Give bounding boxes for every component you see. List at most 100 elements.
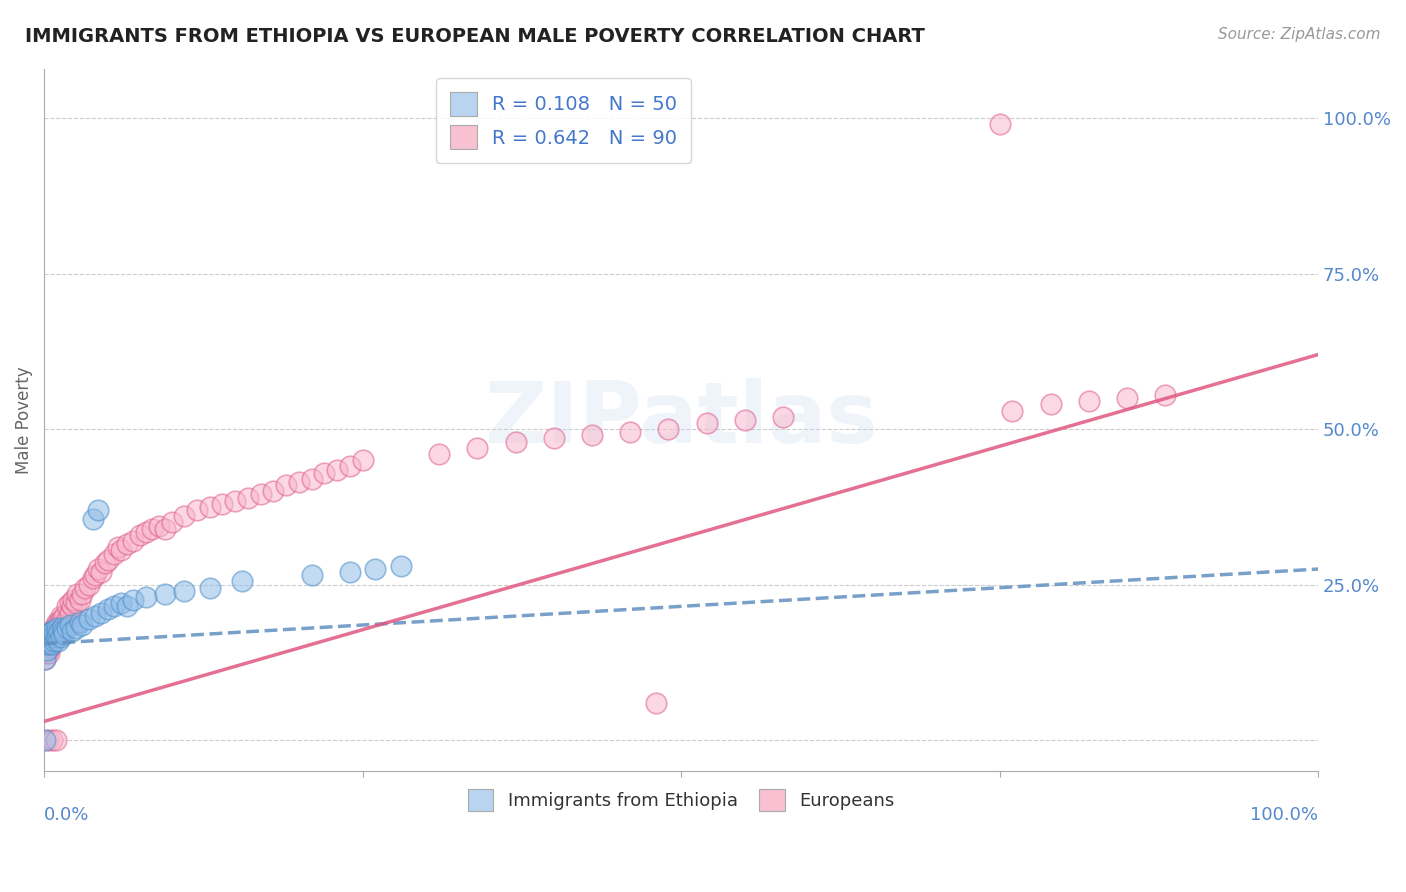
Point [65,596,87,610]
Point [44,627,66,641]
Point [58,606,80,620]
Point [35,646,58,660]
Point [37,633,59,648]
Point [37,627,59,641]
Point [465,441,488,455]
Point [44,621,66,635]
Point [644,696,666,710]
Point [38,646,60,660]
Point [39,640,62,654]
Point [35,633,58,648]
Point [35,643,58,657]
Point [115,599,138,614]
Point [77,612,100,626]
Text: 0.0%: 0.0% [44,806,90,824]
Point [1039,397,1062,411]
Point [128,528,150,542]
Point [45,615,67,629]
Point [41,733,63,747]
Point [186,503,208,517]
Y-axis label: Male Poverty: Male Poverty [15,366,32,474]
Point [58,596,80,610]
Point [46,633,69,648]
Point [301,568,323,582]
Point [39,633,62,648]
Point [734,413,756,427]
Point [97,553,120,567]
Point [122,593,145,607]
Point [37,637,59,651]
Point [224,493,246,508]
Point [153,522,176,536]
Point [34,652,56,666]
Point [60,599,83,614]
Point [427,447,450,461]
Point [41,631,63,645]
Point [37,643,59,657]
Point [45,627,67,641]
Point [249,487,271,501]
Point [41,624,63,639]
Point [53,627,76,641]
Point [1154,388,1177,402]
Point [1001,403,1024,417]
Point [42,624,65,639]
Point [49,608,72,623]
Point [45,631,67,645]
Point [69,615,91,629]
Point [696,416,718,430]
Point [72,618,94,632]
Point [45,624,67,639]
Point [72,587,94,601]
Point [90,606,112,620]
Point [58,618,80,632]
Point [56,599,79,614]
Point [44,631,66,645]
Point [339,565,361,579]
Point [42,631,65,645]
Point [86,503,108,517]
Point [657,422,679,436]
Point [231,574,253,589]
Point [94,556,117,570]
Point [39,627,62,641]
Point [103,599,125,614]
Point [46,621,69,635]
Point [97,602,120,616]
Point [339,459,361,474]
Point [49,618,72,632]
Point [60,624,83,639]
Text: IMMIGRANTS FROM ETHIOPIA VS EUROPEAN MALE POVERTY CORRELATION CHART: IMMIGRANTS FROM ETHIOPIA VS EUROPEAN MAL… [25,27,925,45]
Point [45,618,67,632]
Point [42,624,65,639]
Point [86,562,108,576]
Point [56,612,79,626]
Point [52,624,75,639]
Point [45,621,67,635]
Point [505,434,527,449]
Point [35,637,58,651]
Point [41,637,63,651]
Point [82,512,104,526]
Point [581,428,603,442]
Point [45,627,67,641]
Point [141,522,163,536]
Point [45,733,67,747]
Point [198,500,221,514]
Point [1116,391,1139,405]
Text: ZIPatlas: ZIPatlas [484,378,877,461]
Point [44,633,66,648]
Point [34,652,56,666]
Point [73,581,96,595]
Point [38,637,60,651]
Point [77,577,100,591]
Point [236,491,259,505]
Point [173,509,195,524]
Point [115,537,138,551]
Point [262,484,284,499]
Point [34,733,56,747]
Point [51,621,73,635]
Text: 100.0%: 100.0% [1250,806,1319,824]
Point [988,118,1011,132]
Point [543,432,565,446]
